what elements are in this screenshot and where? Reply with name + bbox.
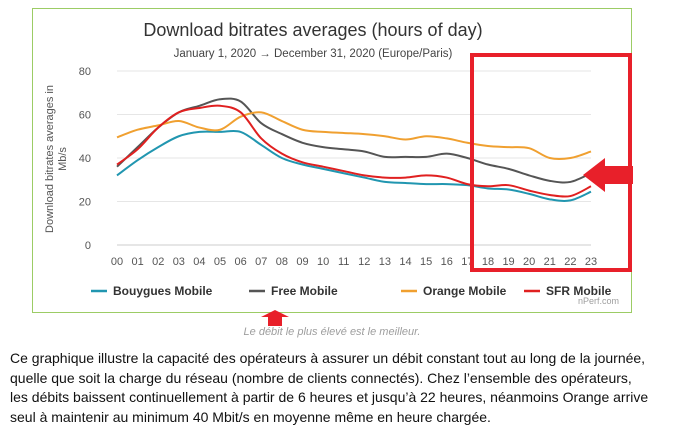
legend-item-label[interactable]: Bouygues Mobile — [113, 284, 213, 298]
x-tick-label: 04 — [193, 256, 205, 268]
x-tick-label: 11 — [338, 256, 349, 268]
source-credit: nPerf.com — [577, 296, 619, 306]
y-tick-label: 60 — [79, 110, 91, 122]
x-tick-label: 07 — [255, 256, 267, 268]
description-paragraph: Ce graphique illustre la capacité des op… — [10, 350, 649, 425]
x-tick-label: 15 — [420, 256, 432, 268]
series-lines — [116, 97, 592, 202]
y-tick-label: 40 — [79, 153, 91, 165]
y-tick-label: 0 — [85, 240, 91, 252]
y-axis-label: Download bitrates averages inMb/s — [44, 85, 69, 233]
legend-item-label[interactable]: SFR Mobile — [546, 284, 612, 298]
x-tick-label: 08 — [276, 256, 288, 268]
x-tick-label: 23 — [585, 256, 597, 268]
legend-item-label[interactable]: Orange Mobile — [423, 284, 507, 298]
x-tick-label: 02 — [152, 256, 164, 268]
x-tick-label: 09 — [296, 256, 308, 268]
y-tick-labels: 0 20 40 60 80 — [79, 66, 91, 252]
chart-caption: Le débit le plus élevé est le meilleur. — [243, 326, 421, 338]
series-line-bouygues-mobile — [116, 129, 592, 202]
x-tick-label: 06 — [235, 256, 247, 268]
x-tick-label: 14 — [399, 256, 411, 268]
legend-item-label[interactable]: Free Mobile — [271, 284, 338, 298]
x-tick-label: 22 — [564, 256, 576, 268]
x-tick-labels: 00 01 02 03 04 05 06 07 08 09 10 11 12 13 14 15 16 17 18 19… — [111, 256, 597, 268]
x-tick-label: 17 — [461, 256, 473, 268]
y-tick-label: 80 — [79, 66, 91, 78]
series-line-free-mobile — [116, 97, 592, 184]
y-tick-label: 20 — [79, 197, 91, 209]
legend: Bouygues Mobile Free Mobile Orange Mobile S… — [91, 284, 612, 298]
chart-subtitle: January 1, 2020 → December 31, 2020 (Eur… — [174, 48, 453, 60]
line-chart: Download bitrates averages (hours of day… — [44, 20, 612, 298]
x-tick-label: 21 — [544, 256, 556, 268]
x-tick-label: 19 — [502, 256, 514, 268]
x-tick-label: 00 — [111, 256, 123, 268]
x-tick-label: 10 — [317, 256, 329, 268]
x-tick-label: 03 — [173, 256, 185, 268]
chart-title: Download bitrates averages (hours of day… — [143, 20, 482, 40]
x-tick-label: 20 — [523, 256, 535, 268]
series-line-orange-mobile — [116, 111, 592, 161]
x-tick-label: 05 — [214, 256, 226, 268]
x-tick-label: 12 — [358, 256, 370, 268]
chart-frame: Download bitrates averages (hours of day… — [32, 8, 632, 313]
x-tick-label: 01 — [131, 256, 143, 268]
grid-lines — [117, 70, 591, 246]
x-tick-label: 16 — [441, 256, 453, 268]
x-tick-label: 13 — [379, 256, 391, 268]
x-tick-label: 18 — [482, 256, 494, 268]
